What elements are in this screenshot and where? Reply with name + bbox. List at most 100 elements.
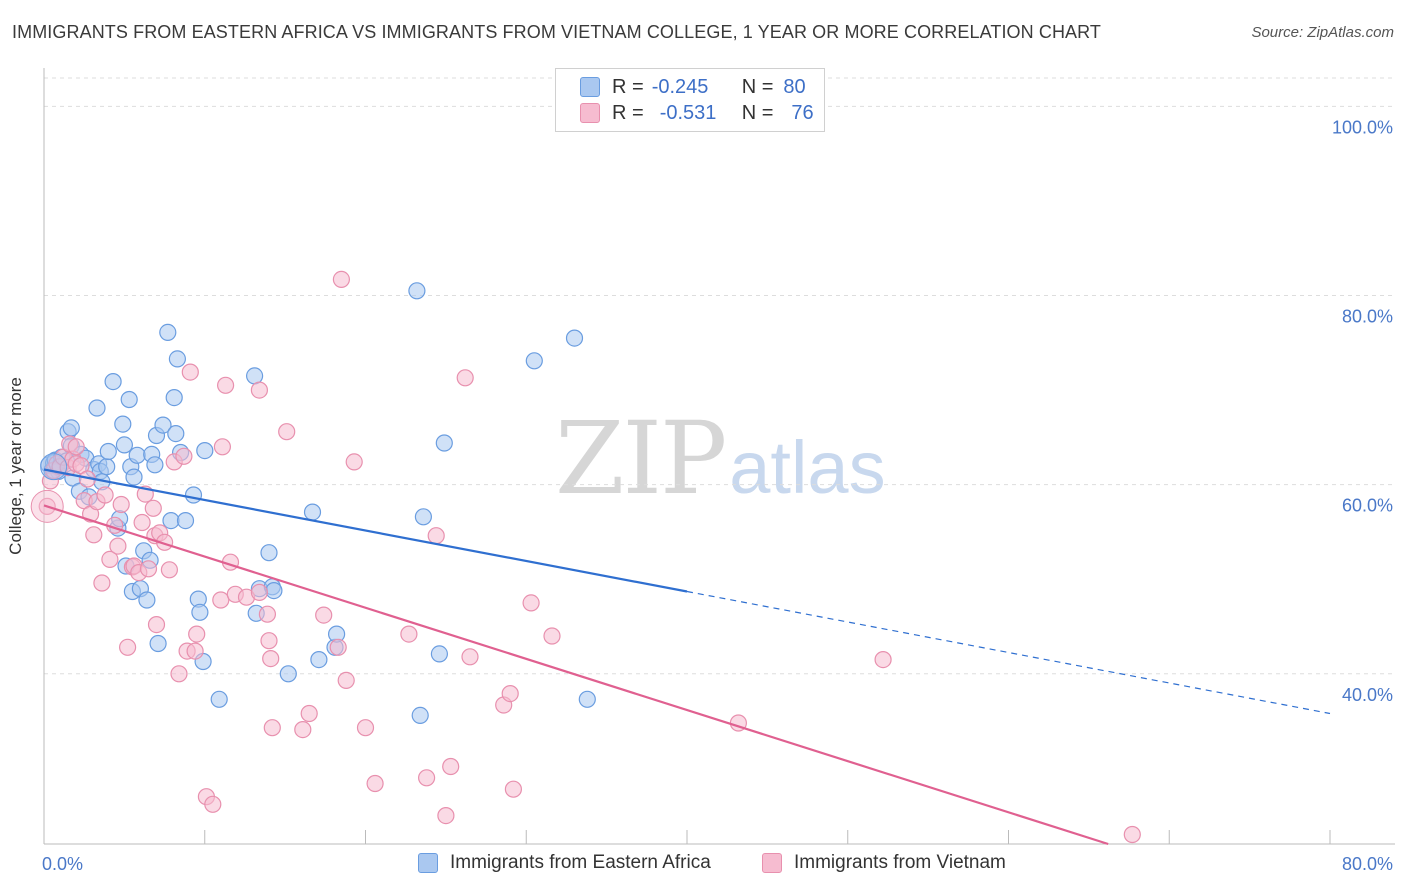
point-vietnam xyxy=(250,381,268,399)
point-eastern-africa xyxy=(310,650,328,669)
point-eastern-africa xyxy=(162,511,180,530)
point-vietnam xyxy=(400,625,418,643)
trendline-eastern-africa-extrapolated xyxy=(686,590,1331,715)
legend-swatch-pink xyxy=(580,103,600,123)
point-eastern-africa xyxy=(125,468,143,486)
point-vietnam xyxy=(543,627,561,645)
point-eastern-africa xyxy=(210,690,228,708)
point-eastern-africa xyxy=(279,665,297,683)
point-vietnam xyxy=(250,583,268,602)
point-eastern-africa xyxy=(99,442,117,461)
watermark-atlas: atlas xyxy=(729,426,886,509)
point-vietnam xyxy=(112,495,130,514)
point-eastern-africa xyxy=(411,706,429,725)
point-vietnam xyxy=(461,648,479,666)
point-vietnam xyxy=(345,453,363,471)
trendline-vietnam xyxy=(43,504,1109,846)
point-vietnam xyxy=(170,665,188,683)
point-eastern-africa xyxy=(167,425,185,443)
y-tick-label: 40.0% xyxy=(1342,685,1393,705)
series-swatch-blue xyxy=(418,853,438,873)
point-eastern-africa xyxy=(196,442,214,460)
point-vietnam xyxy=(315,606,333,624)
point-vietnam xyxy=(278,423,296,441)
point-eastern-africa xyxy=(565,329,584,347)
series-label-eastern-africa: Immigrants from Eastern Africa xyxy=(450,852,711,873)
point-vietnam xyxy=(1123,825,1141,844)
point-eastern-africa xyxy=(62,419,80,437)
point-vietnam xyxy=(456,369,474,387)
point-eastern-africa xyxy=(149,634,167,653)
point-eastern-africa xyxy=(146,456,164,474)
y-tick-label: 80.0% xyxy=(1342,307,1393,327)
point-vietnam xyxy=(160,561,178,579)
point-eastern-africa xyxy=(168,350,186,368)
chart-title: IMMIGRANTS FROM EASTERN AFRICA VS IMMIGR… xyxy=(12,22,1102,42)
point-eastern-africa-cluster xyxy=(40,453,68,481)
point-vietnam xyxy=(332,270,350,288)
point-eastern-africa xyxy=(114,415,132,433)
legend-n-value: 76 xyxy=(791,101,814,124)
point-vietnam xyxy=(366,774,384,793)
point-vietnam xyxy=(504,780,523,798)
y-axis-label: College, 1 year or more xyxy=(6,377,25,555)
point-vietnam xyxy=(93,574,111,592)
legend-row-vietnam: R = -0.531 N = 76 xyxy=(580,101,814,125)
point-vietnam xyxy=(67,438,85,456)
point-eastern-africa xyxy=(104,373,122,391)
correlation-legend: R = -0.245 N = 80 R = -0.531 N = 76 xyxy=(555,68,825,132)
point-vietnam xyxy=(213,438,231,456)
point-eastern-africa xyxy=(435,434,453,452)
point-eastern-africa xyxy=(191,603,209,621)
point-eastern-africa xyxy=(408,282,426,300)
point-vietnam xyxy=(181,363,199,381)
point-vietnam xyxy=(437,806,455,825)
point-vietnam xyxy=(144,499,162,517)
point-eastern-africa xyxy=(414,508,432,526)
legend-n-value: 80 xyxy=(783,75,806,98)
point-vietnam xyxy=(217,376,235,394)
legend-swatch-blue xyxy=(580,77,600,97)
point-eastern-africa xyxy=(246,367,264,385)
point-eastern-africa xyxy=(578,690,596,708)
x-tick-label: 80.0% xyxy=(1342,854,1393,874)
point-vietnam xyxy=(260,632,278,650)
point-eastern-africa xyxy=(525,352,543,370)
point-vietnam xyxy=(139,560,158,578)
point-eastern-africa xyxy=(88,399,106,417)
trendline-eastern-africa xyxy=(43,468,688,593)
point-vietnam xyxy=(133,513,151,532)
legend-r-label: R = xyxy=(612,101,644,124)
legend-r-value: -0.531 xyxy=(659,101,717,124)
point-eastern-africa xyxy=(128,446,146,464)
series-legend-eastern-africa: Immigrants from Eastern Africa xyxy=(418,852,711,874)
point-vietnam xyxy=(337,671,355,690)
point-eastern-africa xyxy=(138,591,156,609)
series-label-vietnam: Immigrants from Vietnam xyxy=(794,852,1006,873)
y-tick-label: 60.0% xyxy=(1342,496,1393,516)
legend-r-value: -0.245 xyxy=(651,75,709,98)
legend-n-label: N = xyxy=(741,75,774,98)
point-vietnam xyxy=(147,615,166,634)
point-vietnam xyxy=(186,642,204,660)
point-vietnam xyxy=(874,650,892,669)
point-vietnam xyxy=(204,795,222,813)
x-tick-label: 0.0% xyxy=(42,854,83,874)
point-eastern-africa xyxy=(159,323,177,341)
point-eastern-africa xyxy=(430,645,448,663)
legend-n-label: N = xyxy=(741,101,774,124)
point-vietnam xyxy=(294,720,312,739)
point-eastern-africa xyxy=(265,581,283,600)
point-eastern-africa xyxy=(120,390,138,409)
point-vietnam xyxy=(96,486,114,504)
series-legend-vietnam: Immigrants from Vietnam xyxy=(762,852,1006,874)
point-vietnam xyxy=(501,684,519,703)
legend-r-label: R = xyxy=(612,75,644,98)
point-eastern-africa xyxy=(98,458,116,476)
point-vietnam xyxy=(522,594,540,612)
point-vietnam xyxy=(427,527,445,545)
point-vietnam xyxy=(109,537,127,555)
point-eastern-africa xyxy=(176,511,195,530)
point-eastern-africa xyxy=(184,486,203,504)
